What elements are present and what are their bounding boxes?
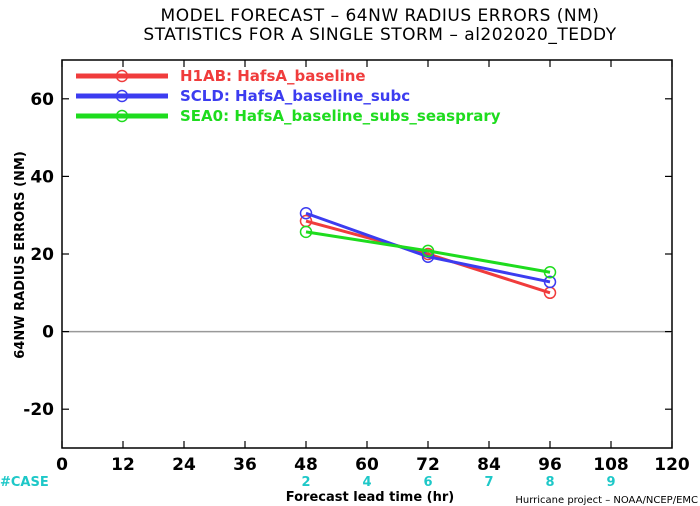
x-axis-label: Forecast lead time (hr) bbox=[286, 490, 454, 505]
x-tick-label: 120 bbox=[654, 455, 690, 475]
x-tick-label: 96 bbox=[538, 455, 562, 475]
series-point-2 bbox=[543, 275, 557, 289]
series-line-1 bbox=[305, 219, 551, 295]
x-tick-label: 24 bbox=[172, 455, 196, 475]
legend-marker-3 bbox=[115, 109, 129, 123]
legend-marker-1 bbox=[115, 69, 129, 83]
series-point-2 bbox=[299, 207, 313, 220]
x-tick-label: 36 bbox=[233, 455, 257, 475]
series-point-3 bbox=[543, 265, 557, 279]
x-tick-label: 108 bbox=[593, 455, 629, 475]
y-tick-label: -20 bbox=[23, 400, 54, 420]
case-count-label: 4 bbox=[362, 475, 371, 490]
series-point-3 bbox=[299, 225, 313, 239]
legend-entry-2: SCLD: HafsA_baseline_subc bbox=[180, 87, 410, 105]
series-point-3 bbox=[421, 244, 435, 258]
series-line-3 bbox=[305, 230, 551, 274]
chart-title: MODEL FORECAST – 64NW RADIUS ERRORS (NM) bbox=[161, 6, 600, 26]
case-count-label: 2 bbox=[301, 475, 310, 490]
x-tick-label: 0 bbox=[56, 455, 68, 475]
x-tick-label: 12 bbox=[111, 455, 135, 475]
case-count-label: 9 bbox=[606, 475, 615, 490]
y-axis-label: 64NW RADIUS ERRORS (NM) bbox=[13, 151, 28, 359]
x-tick-label: 84 bbox=[477, 455, 501, 475]
case-label: #CASE bbox=[0, 475, 49, 490]
legend-marker-2 bbox=[115, 89, 129, 103]
y-tick-label: 0 bbox=[42, 323, 54, 343]
x-tick-label: 60 bbox=[355, 455, 379, 475]
x-tick-label: 72 bbox=[416, 455, 440, 475]
x-tick-label: 48 bbox=[294, 455, 318, 475]
series-line-2 bbox=[305, 211, 551, 284]
case-count-label: 7 bbox=[484, 475, 493, 490]
case-count-label: 6 bbox=[423, 475, 432, 490]
y-tick-label: 60 bbox=[30, 90, 54, 110]
y-tick-label: 20 bbox=[30, 245, 54, 265]
credit-text: Hurricane project – NOAA/NCEP/EMC bbox=[515, 495, 698, 506]
case-count-label: 8 bbox=[545, 475, 554, 490]
y-tick-label: 40 bbox=[30, 167, 54, 187]
legend-entry-1: H1AB: HafsA_baseline bbox=[180, 67, 366, 85]
chart-subtitle: STATISTICS FOR A SINGLE STORM – al202020… bbox=[143, 25, 616, 45]
legend-entry-3: SEA0: HafsA_baseline_subs_seasprary bbox=[180, 107, 501, 125]
